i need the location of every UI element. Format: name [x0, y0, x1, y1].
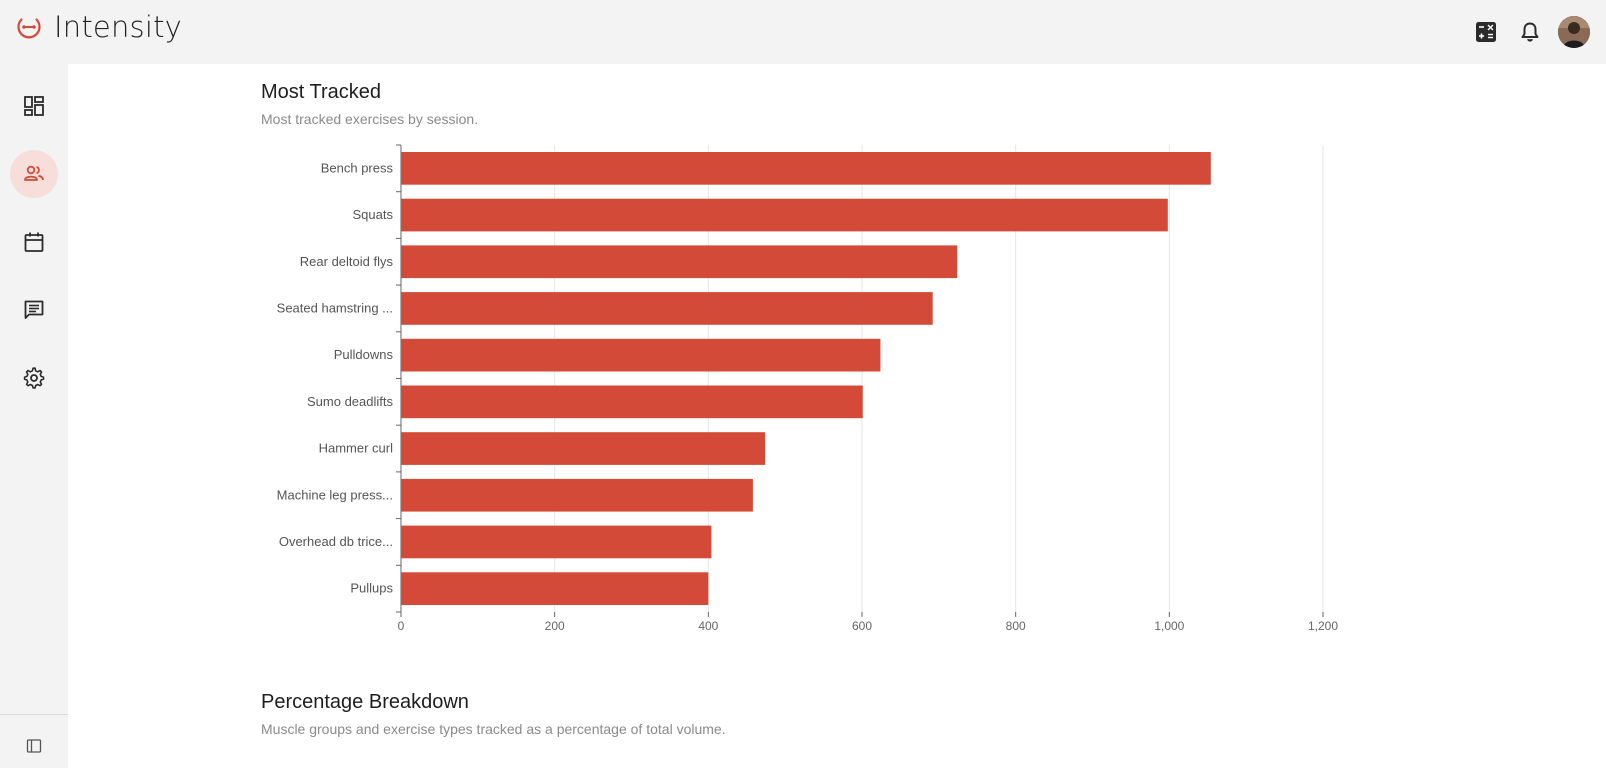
- dashboard-icon: [24, 96, 44, 116]
- bar-1: [401, 198, 1168, 232]
- bar-2: [401, 245, 958, 279]
- x-tick-label: 400: [698, 619, 718, 633]
- sidebar-collapse-icon: [26, 739, 42, 753]
- category-label: Sumo deadlifts: [307, 394, 393, 409]
- bar-4: [401, 338, 881, 372]
- bar-3: [401, 292, 933, 325]
- x-tick-label: 1,000: [1154, 619, 1184, 633]
- sidebar-divider: [0, 714, 68, 715]
- bar-9: [401, 572, 709, 605]
- category-label: Hammer curl: [319, 441, 394, 456]
- percentage-breakdown-title: Percentage Breakdown: [261, 691, 469, 713]
- app-name: Intensity: [54, 10, 183, 44]
- most-tracked-subtitle: Most tracked exercises by session.: [261, 111, 479, 127]
- notifications-button[interactable]: [1512, 14, 1548, 50]
- category-label: Seated hamstring ...: [277, 300, 393, 315]
- category-label: Squats: [353, 207, 394, 222]
- bell-icon: [1521, 22, 1539, 42]
- bar-7: [401, 478, 753, 512]
- x-tick-label: 600: [852, 619, 872, 633]
- main-content: Most Tracked Most tracked exercises by s…: [68, 64, 1606, 768]
- logo-icon: [17, 18, 41, 39]
- percentage-breakdown-subtitle: Muscle groups and exercise types tracked…: [261, 721, 726, 737]
- category-label: Pulldowns: [334, 347, 394, 362]
- category-label: Bench press: [321, 160, 394, 175]
- bar-0: [401, 152, 1211, 185]
- category-label: Overhead db trice...: [279, 534, 393, 549]
- top-actions: [1460, 14, 1590, 50]
- bar-8: [401, 525, 712, 559]
- calendar-icon: [24, 232, 44, 252]
- user-avatar-icon: [1558, 16, 1590, 48]
- most-tracked-chart: 0 200 400 600 800 1,000 1,200 Bench press Squats…: [277, 144, 1338, 633]
- sidebar-item-dashboard[interactable]: [10, 82, 58, 130]
- x-tick-label: 1,200: [1308, 619, 1338, 633]
- category-label: Rear deltoid flys: [300, 254, 394, 269]
- sidebar-item-settings[interactable]: [10, 354, 58, 402]
- settings-icon: [23, 367, 45, 389]
- sidebar-item-users[interactable]: [10, 150, 58, 198]
- avatar[interactable]: [1558, 16, 1590, 48]
- category-label: Machine leg press...: [277, 487, 393, 502]
- most-tracked-title: Most Tracked: [261, 81, 382, 103]
- category-label: Pullups: [350, 581, 393, 596]
- x-tick-label: 800: [1006, 619, 1026, 633]
- bar-6: [401, 432, 766, 465]
- sidebar-item-calendar[interactable]: [10, 218, 58, 266]
- sidebar: [0, 64, 68, 768]
- x-tick-label: 200: [545, 619, 565, 633]
- sidebar-collapse-button[interactable]: [22, 734, 46, 758]
- bar-5: [401, 385, 863, 419]
- calculator-button[interactable]: [1468, 14, 1504, 50]
- users-icon: [24, 165, 44, 181]
- calculator-icon: [1476, 22, 1496, 42]
- top-bar: Intensity: [0, 0, 1606, 64]
- chat-icon: [24, 300, 44, 319]
- brand[interactable]: Intensity: [16, 10, 182, 44]
- sidebar-item-messages[interactable]: [10, 286, 58, 334]
- x-tick-label: 0: [398, 619, 405, 633]
